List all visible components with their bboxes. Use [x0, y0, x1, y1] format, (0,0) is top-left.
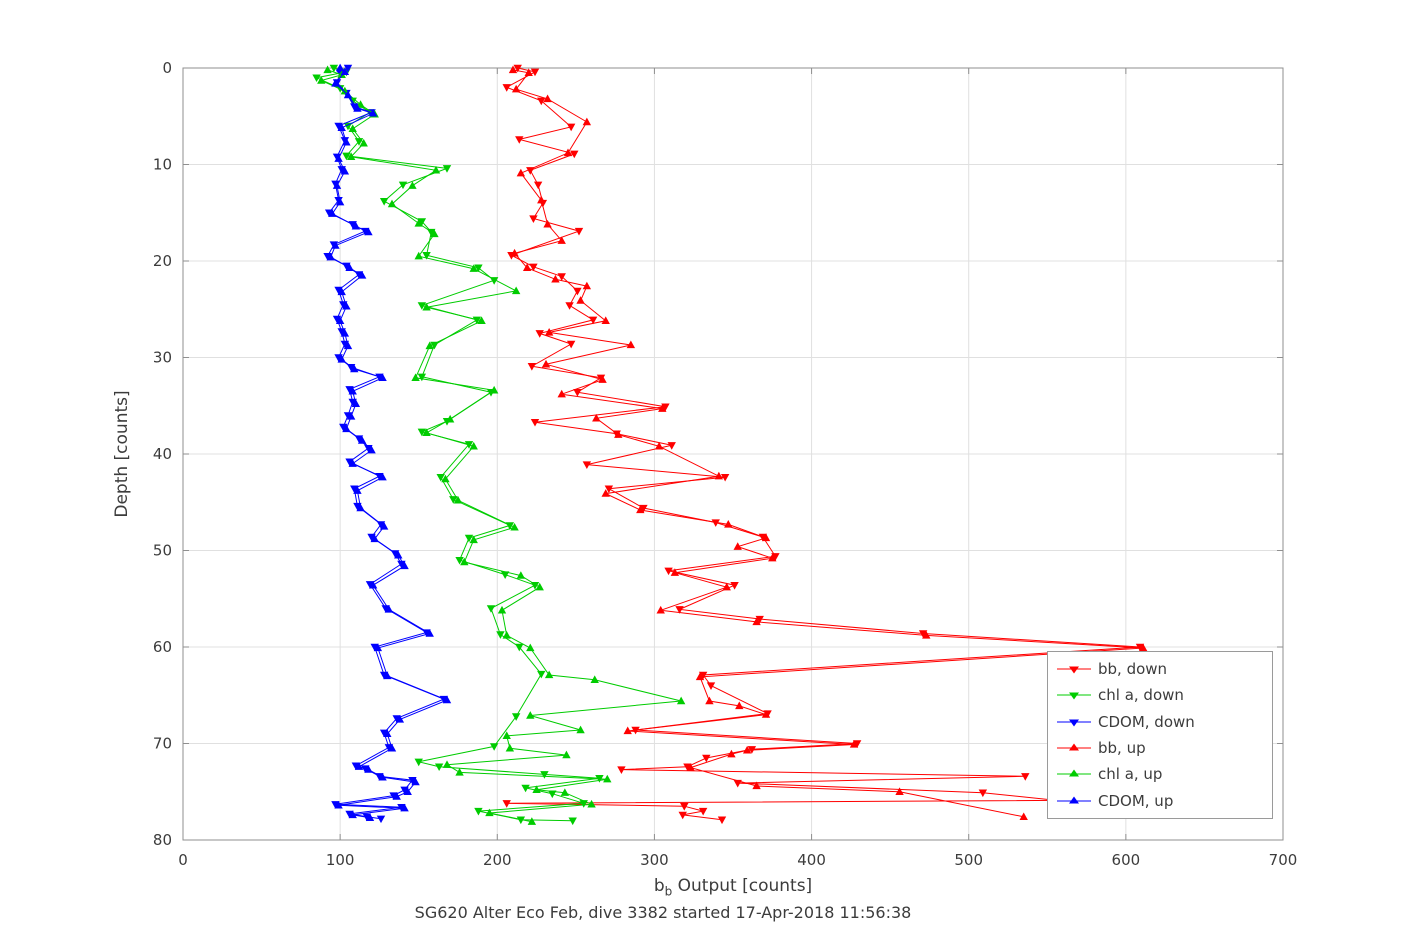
x-tick-label: 700 — [1269, 851, 1298, 869]
legend-cdom-up-label: CDOM, up — [1098, 791, 1174, 810]
legend-cdom-up-marker-icon — [1057, 796, 1091, 804]
y-tick-label: 30 — [153, 349, 172, 367]
chart-title: SG620 Alter Eco Feb, dive 3382 started 1… — [414, 903, 912, 922]
tick-labels: 0 100 200 300 400 500 600 700 0 10 20 30 40 50 60 70 80 — [153, 59, 1297, 869]
legend-item-chla-up: chl a, up — [1056, 762, 1264, 787]
legend-cdom-down-marker-icon — [1057, 719, 1091, 727]
legend-cdom-down-label: CDOM, down — [1098, 712, 1195, 731]
series-cdom-down — [323, 64, 449, 824]
y-tick-label: 80 — [153, 831, 172, 849]
axes-box — [182, 67, 1284, 841]
x-tick-label: 500 — [954, 851, 983, 869]
y-axis-label: Depth [counts] — [112, 390, 132, 518]
legend-chla-down-marker-icon — [1057, 692, 1091, 700]
x-axis-label: bb Output [counts] — [654, 876, 812, 898]
legend: bb, down chl a, down CDOM, down bb, up chl a… — [1047, 651, 1273, 819]
y-tick-label: 20 — [153, 252, 172, 270]
x-tick-label: 200 — [483, 851, 512, 869]
x-tick-label: 300 — [640, 851, 669, 869]
legend-bb-down-label: bb, down — [1098, 660, 1168, 679]
y-tick-label: 50 — [153, 542, 172, 560]
legend-bb-up-label: bb, up — [1098, 739, 1146, 758]
legend-bb-up-marker-icon — [1057, 743, 1091, 751]
x-tick-label: 100 — [326, 851, 355, 869]
y-tick-label: 0 — [162, 59, 172, 77]
legend-item-bb-down: bb, down — [1056, 657, 1264, 682]
x-axis-label-rest: Output [counts] — [672, 876, 813, 896]
legend-item-chla-down: chl a, down — [1056, 683, 1264, 708]
y-tick-label: 40 — [153, 445, 172, 463]
legend-chla-down-label: chl a, down — [1098, 686, 1184, 705]
legend-item-bb-up: bb, up — [1056, 736, 1264, 761]
x-axis-label-subscript: b — [664, 884, 673, 899]
y-tick-label: 70 — [153, 735, 172, 753]
x-tick-label: 400 — [797, 851, 826, 869]
legend-bb-down-marker-icon — [1057, 666, 1091, 674]
x-tick-label: 0 — [178, 851, 188, 869]
series-chla-down — [312, 64, 604, 826]
series-cdom-up — [326, 63, 452, 822]
legend-chla-up-label: chl a, up — [1098, 765, 1163, 784]
legend-item-cdom-up: CDOM, up — [1056, 788, 1264, 813]
x-axis-label-main: b — [653, 876, 665, 896]
legend-chla-up-marker-icon — [1057, 769, 1091, 777]
series-bb-up — [508, 65, 1148, 821]
y-tick-label: 10 — [153, 156, 172, 174]
x-tick-label: 600 — [1112, 851, 1141, 869]
y-tick-label: 60 — [153, 638, 172, 656]
legend-item-cdom-down: CDOM, down — [1056, 709, 1264, 734]
